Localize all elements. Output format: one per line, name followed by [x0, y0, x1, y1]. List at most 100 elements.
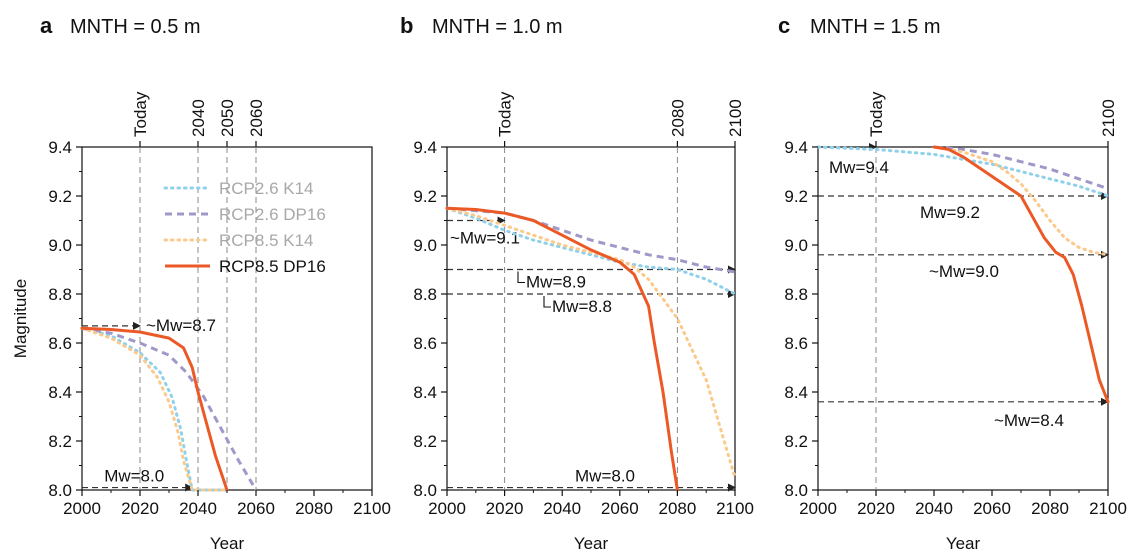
panel-a-y-tick-label-8-8: 8.8: [48, 285, 72, 304]
panel-letter-b: b: [400, 13, 413, 38]
panel-a-top-tick-label-2050: 2050: [218, 99, 237, 137]
panel-b-y-tick-label-8-8: 8.8: [413, 285, 437, 304]
panel-c-y-tick-label-9-4: 9.4: [784, 138, 808, 157]
panel-b-ref-label-2: Mw=8.8: [552, 297, 612, 316]
panel-c-x-tick-label-2020: 2020: [857, 499, 895, 518]
panel-a-x-tick-label-2060: 2060: [237, 499, 275, 518]
panel-b-x-tick-label-2000: 2000: [428, 499, 466, 518]
panel-a-series-rcp8-5-dp16: [80, 326, 229, 492]
panel-a-title: MNTH = 0.5 m: [70, 16, 201, 38]
panel-b-ref-bracket-1: [517, 271, 525, 284]
legend-label-rcp26-k14: RCP2.6 K14: [219, 179, 314, 198]
legend: RCP2.6 K14 RCP2.6 DP16 RCP8.5 K14 RCP8.5…: [163, 179, 326, 276]
panel-b-series-rcp8-5-dp16: [445, 206, 679, 492]
panel-b-top-tick-label-2100: 2100: [726, 99, 745, 137]
panel-b-y-tick-label-8-0: 8.0: [413, 481, 437, 500]
panel-b-ref-label-3: Mw=8.0: [575, 467, 635, 486]
panel-a-top-tick-label-2040: 2040: [189, 99, 208, 137]
panel-b-tick-layer: Today 2080 2100 2000 2020 2040 2060 2080 2100 8.0…: [413, 91, 754, 518]
panel-c-series-rcp8-5-k14: [932, 145, 1110, 257]
panel-a-y-tick-label-9-2: 9.2: [48, 187, 72, 206]
panel-a-y-tick-label-8-0: 8.0: [48, 481, 72, 500]
panel-b-top-tick-label-today: Today: [496, 91, 515, 137]
panel-a-x-tick-label-2040: 2040: [179, 499, 217, 518]
panel-c-ref-label-1: Mw=9.2: [920, 203, 980, 222]
panel-b-x-tick-label-2100: 2100: [716, 499, 754, 518]
panel-c-series-rcp2-6-dp16: [933, 145, 1109, 191]
panel-a-y-tick-label-8-4: 8.4: [48, 383, 72, 402]
panel-b-x-tick-label-2040: 2040: [543, 499, 581, 518]
panel-a-y-axis-label: Magnitude: [11, 279, 30, 358]
panel-c-ref-label-3: ~Mw=8.4: [994, 411, 1064, 430]
panel-b-x-axis-label: Year: [574, 534, 609, 553]
panel-a-reference-layer: ~Mw=8.7 Mw=8.0: [82, 316, 216, 492]
panel-b-x-tick-label-2020: 2020: [486, 499, 524, 518]
panel-b-x-tick-label-2060: 2060: [601, 499, 639, 518]
panel-c-x-axis-label: Year: [946, 534, 981, 553]
panel-a-ref-label-0: ~Mw=8.7: [146, 316, 216, 335]
panel-b-y-tick-label-8-4: 8.4: [413, 383, 437, 402]
panel-a-x-tick-label-2100: 2100: [353, 499, 391, 518]
panel-letter-a: a: [40, 13, 53, 38]
panel-b-ref-label-1: Mw=8.9: [526, 273, 586, 292]
panel-c-x-tick-label-2080: 2080: [1031, 499, 1069, 518]
panel-c: c MNTH = 1.5 m Year Mw=9.4 Mw=9.2 ~Mw=9.0 ~…: [778, 13, 1127, 553]
legend-label-rcp85-dp16: RCP8.5 DP16: [219, 257, 326, 276]
panel-c-y-tick-label-8-4: 8.4: [784, 383, 808, 402]
panel-a-grid-layer: [139, 147, 257, 490]
panel-c-x-tick-label-2060: 2060: [973, 499, 1011, 518]
panel-b: b MNTH = 1.0 m Year ~Mw=9.1 Mw=8.9 Mw=8.8 M…: [400, 13, 754, 553]
panel-a-y-tick-label-9-0: 9.0: [48, 236, 72, 255]
panel-a-top-tick-label-today: Today: [131, 91, 150, 137]
panel-b-y-tick-label-8-2: 8.2: [413, 432, 437, 451]
panel-a-ref-label-1: Mw=8.0: [104, 467, 164, 486]
panel-c-y-tick-label-8-2: 8.2: [784, 432, 808, 451]
panel-b-series-rcp2-6-k14: [445, 206, 737, 296]
panel-a-y-tick-label-8-2: 8.2: [48, 432, 72, 451]
panel-b-title: MNTH = 1.0 m: [432, 16, 563, 38]
panel-b-reference-layer: ~Mw=9.1 Mw=8.9 Mw=8.8 Mw=8.0: [447, 216, 736, 492]
panel-c-ref-label-2: ~Mw=9.0: [929, 262, 999, 281]
panel-c-series-rcp8-5-dp16: [932, 145, 1110, 404]
panel-c-y-tick-label-9-0: 9.0: [784, 236, 808, 255]
panel-b-series-rcp8-5-k14: [445, 206, 737, 480]
panel-a-x-tick-label-2020: 2020: [121, 499, 159, 518]
panel-c-series-layer: [816, 145, 1110, 404]
panel-b-x-tick-label-2080: 2080: [658, 499, 696, 518]
panel-b-ref-label-0: ~Mw=9.1: [450, 229, 520, 248]
panel-a-series-rcp2-6-dp16: [81, 326, 258, 491]
panel-c-reference-layer: Mw=9.4 Mw=9.2 ~Mw=9.0 ~Mw=8.4: [818, 143, 1109, 430]
panel-c-y-tick-label-8-0: 8.0: [784, 481, 808, 500]
panel-a-series-layer: [80, 326, 258, 492]
panel-b-grid-layer: [504, 147, 678, 490]
panel-a-series-rcp8-5-k14: [80, 326, 229, 492]
panel-b-y-tick-label-9-0: 9.0: [413, 236, 437, 255]
panel-b-y-tick-label-9-4: 9.4: [413, 138, 437, 157]
legend-label-rcp85-k14: RCP8.5 K14: [219, 231, 314, 250]
legend-label-rcp26-dp16: RCP2.6 DP16: [219, 205, 326, 224]
panel-b-plot-frame: [446, 146, 736, 491]
panel-c-x-tick-label-2040: 2040: [915, 499, 953, 518]
panel-a-x-tick-label-2000: 2000: [63, 499, 101, 518]
panel-c-x-tick-label-2000: 2000: [799, 499, 837, 518]
panel-b-ref-bracket-2: [543, 296, 551, 308]
panel-a-top-tick-label-2060: 2060: [247, 99, 266, 137]
panel-a-y-tick-label-9-4: 9.4: [48, 138, 72, 157]
panel-a: a MNTH = 0.5 m Year Magnitude ~Mw=8.7 Mw=…: [11, 13, 391, 553]
panel-c-top-tick-label-today: Today: [867, 91, 886, 137]
panel-c-top-tick-label-2100: 2100: [1099, 99, 1118, 137]
panel-letter-c: c: [778, 13, 790, 38]
panel-c-x-tick-label-2100: 2100: [1089, 499, 1127, 518]
panel-b-series-layer: [445, 206, 737, 492]
panel-b-top-tick-label-2080: 2080: [668, 99, 687, 137]
panel-b-y-tick-label-9-2: 9.2: [413, 187, 437, 206]
panel-c-y-tick-label-8-8: 8.8: [784, 285, 808, 304]
panel-a-x-tick-label-2080: 2080: [295, 499, 333, 518]
panel-c-title: MNTH = 1.5 m: [810, 16, 941, 38]
panel-c-series-rcp2-6-k14: [816, 145, 1110, 198]
panel-b-y-tick-label-8-6: 8.6: [413, 334, 437, 353]
panel-a-y-tick-label-8-6: 8.6: [48, 334, 72, 353]
panel-a-tick-layer: Today 2040 2050 2060 2000 2020 2040 2060 2080 210…: [48, 91, 391, 518]
panel-c-y-tick-label-8-6: 8.6: [784, 334, 808, 353]
